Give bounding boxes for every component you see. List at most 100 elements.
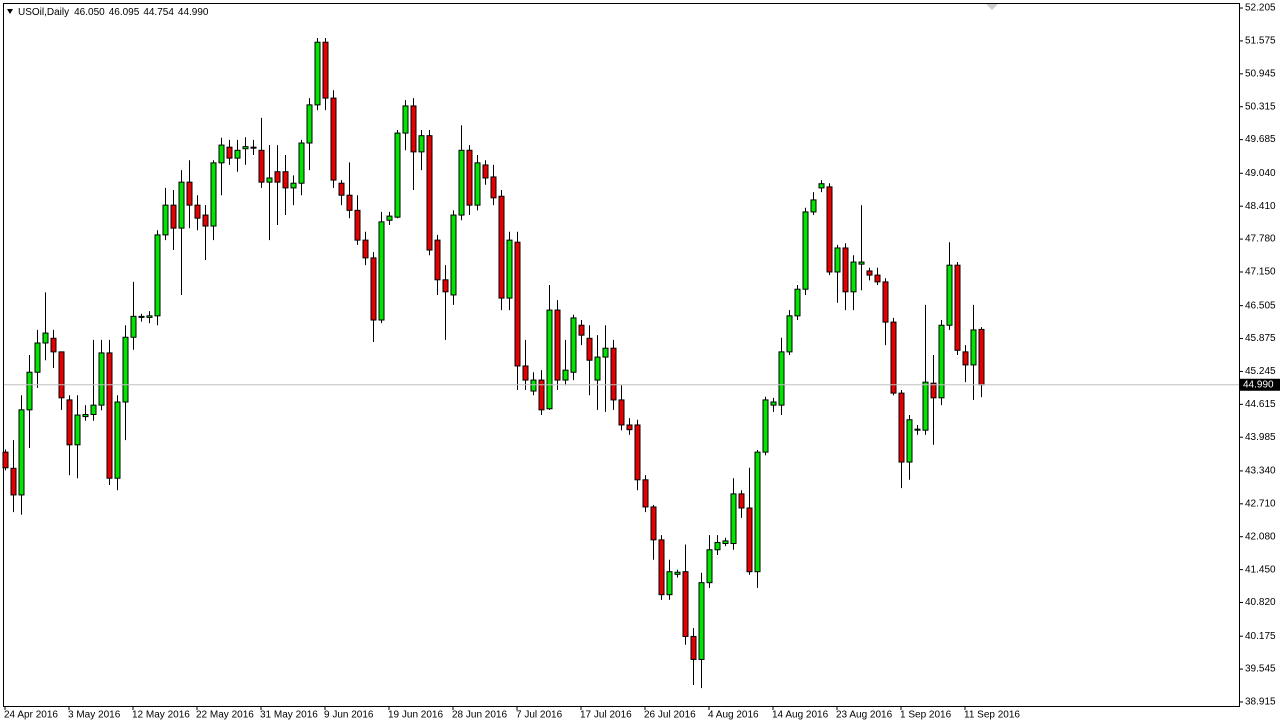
candle-body — [482, 164, 489, 179]
y-tick-label: 48.410 — [1245, 201, 1276, 212]
x-tick-label: 11 Sep 2016 — [964, 710, 1020, 721]
candle-body — [210, 162, 217, 227]
y-tick-label: 45.245 — [1245, 366, 1276, 377]
candle-body — [346, 194, 353, 211]
candle-body — [146, 315, 153, 318]
candle-body — [50, 337, 57, 353]
candle-body — [778, 351, 785, 406]
y-tick-label: 52.205 — [1245, 3, 1276, 14]
y-tick-label: 44.615 — [1245, 399, 1276, 410]
candle-body — [122, 336, 129, 403]
candle-body — [306, 104, 313, 144]
candle-body — [362, 239, 369, 259]
candle-body — [546, 309, 553, 410]
x-tick-label: 28 Jun 2016 — [452, 710, 507, 721]
plot-frame — [3, 3, 1240, 707]
candle-body — [34, 342, 41, 373]
candle-body — [866, 270, 873, 276]
candle-body — [890, 321, 897, 394]
candle-body — [130, 315, 137, 338]
x-tick-label: 14 Aug 2016 — [772, 710, 829, 721]
candle-body — [834, 247, 841, 273]
x-tick-label: 31 May 2016 — [260, 710, 318, 721]
candle-body — [474, 162, 481, 206]
candle-body — [98, 352, 105, 406]
candle-body — [250, 146, 257, 149]
candle-body — [258, 149, 265, 183]
candle-body — [562, 369, 569, 381]
candle-body — [426, 135, 433, 251]
candle-body — [738, 493, 745, 509]
candle-body — [714, 541, 721, 551]
candle-body — [794, 288, 801, 317]
candle-body — [786, 315, 793, 353]
candle-body — [906, 419, 913, 463]
candle-body — [82, 414, 89, 418]
candle-body — [458, 149, 465, 216]
x-tick-label: 9 Jun 2016 — [324, 710, 374, 721]
candle-body — [170, 204, 177, 229]
candle-body — [218, 144, 225, 164]
y-tick-label: 38.915 — [1245, 697, 1276, 708]
y-tick-label: 43.340 — [1245, 466, 1276, 477]
candle-body — [914, 428, 921, 431]
y-tick-label: 49.685 — [1245, 134, 1276, 145]
y-tick-label: 47.150 — [1245, 267, 1276, 278]
candle-body — [538, 379, 545, 411]
candle-body — [970, 329, 977, 366]
candle-body — [658, 539, 665, 596]
x-tick-label: 1 Sep 2016 — [900, 710, 952, 721]
y-tick-label: 42.710 — [1245, 498, 1276, 509]
candle-body — [90, 404, 97, 416]
candle-body — [274, 171, 281, 183]
x-tick-label: 22 May 2016 — [196, 710, 254, 721]
candle-body — [26, 371, 33, 411]
candle-body — [498, 195, 505, 299]
candle-body — [770, 401, 777, 406]
candle-body — [570, 317, 577, 373]
y-tick-label: 42.080 — [1245, 531, 1276, 542]
y-tick-label: 50.315 — [1245, 101, 1276, 112]
candle-body — [898, 392, 905, 463]
x-tick-label: 7 Jul 2016 — [516, 710, 563, 721]
current-price-box — [1240, 378, 1280, 391]
candle-body — [330, 97, 337, 181]
candle-body — [722, 540, 729, 545]
candle-body — [610, 347, 617, 401]
candle-body — [826, 186, 833, 273]
candle-body — [586, 337, 593, 361]
candle-body — [314, 41, 321, 106]
ohlc-value: 44.754 — [143, 7, 174, 18]
candle-body — [402, 105, 409, 134]
candle-body — [178, 181, 185, 229]
candle-body — [674, 571, 681, 575]
candle-body — [922, 381, 929, 431]
candle-body — [706, 549, 713, 584]
y-tick-label: 49.040 — [1245, 168, 1276, 179]
candle-body — [242, 146, 249, 150]
candle-body — [378, 221, 385, 321]
candle-body — [682, 571, 689, 637]
candle-body — [226, 146, 233, 159]
candle-body — [698, 582, 705, 660]
x-tick-label: 23 Aug 2016 — [836, 710, 893, 721]
ohlc-value: 46.050 — [74, 7, 105, 18]
candle-body — [386, 215, 393, 221]
candle-body — [730, 493, 737, 545]
candle-body — [58, 351, 65, 399]
candle-body — [594, 356, 601, 381]
x-tick-label: 24 Apr 2016 — [4, 710, 58, 721]
candle-body — [154, 234, 161, 317]
menu-triangle — [7, 9, 13, 14]
candle-body — [874, 274, 881, 283]
candle-body — [514, 241, 521, 367]
candle-body — [74, 414, 81, 446]
candle-body — [322, 41, 329, 99]
candle-body — [186, 181, 193, 206]
y-tick-label: 45.875 — [1245, 333, 1276, 344]
candle-body — [2, 451, 9, 469]
ohlc-value: 46.095 — [109, 7, 140, 18]
candle-body — [634, 424, 641, 481]
